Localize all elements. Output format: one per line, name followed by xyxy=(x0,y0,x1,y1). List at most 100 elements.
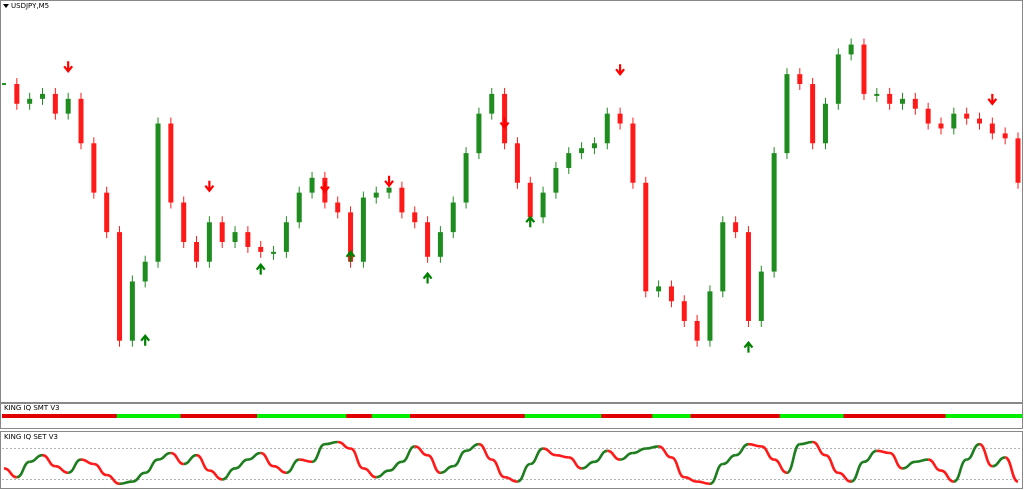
signal-arrow xyxy=(499,117,510,130)
oscillator-segment xyxy=(915,458,929,464)
candle xyxy=(309,177,315,193)
signal-segment xyxy=(333,414,347,418)
candle xyxy=(348,212,354,262)
candle xyxy=(258,246,264,252)
signal-arrow xyxy=(743,340,754,353)
price-panel xyxy=(0,0,1023,403)
signal-segment xyxy=(397,414,411,418)
oscillator-segment xyxy=(93,462,107,477)
candle xyxy=(514,143,520,183)
candle xyxy=(335,202,341,213)
oscillator-segment xyxy=(709,462,724,486)
candle xyxy=(489,93,495,114)
candle xyxy=(142,261,148,282)
oscillator-segment xyxy=(504,475,518,483)
indicator-title: KING IQ SMT V3 xyxy=(4,404,60,412)
signal-segment xyxy=(805,414,819,418)
oscillator-segment xyxy=(645,445,659,450)
signal-segment xyxy=(65,414,79,418)
oscillator-segment xyxy=(697,480,710,486)
signal-segment xyxy=(767,414,781,418)
signal-segment xyxy=(461,414,475,418)
signal-segment xyxy=(448,414,462,418)
oscillator-segment xyxy=(992,456,1006,468)
signal-segment xyxy=(856,414,870,418)
oscillator-segment xyxy=(106,473,120,486)
signal-segment xyxy=(869,414,883,418)
oscillator-segment xyxy=(619,451,634,461)
signal-segment xyxy=(614,414,628,418)
signal-segment xyxy=(422,414,436,418)
candle xyxy=(1002,133,1008,139)
oscillator-segment xyxy=(183,453,197,466)
signal-segment xyxy=(830,414,844,418)
oscillator-segment xyxy=(427,453,441,475)
oscillator-segment xyxy=(799,440,813,446)
signal-arrow xyxy=(615,64,625,76)
oscillator-segment xyxy=(684,475,698,483)
candle xyxy=(579,148,585,154)
signal-segment xyxy=(295,414,309,418)
candle xyxy=(78,98,84,144)
candle xyxy=(283,222,289,252)
candle xyxy=(643,182,649,292)
candle xyxy=(835,54,841,104)
oscillator-segment xyxy=(273,464,287,475)
candle xyxy=(720,222,726,292)
oscillator-segment xyxy=(67,458,82,475)
oscillator-segment xyxy=(132,471,146,483)
candle xyxy=(540,192,546,218)
signal-segment xyxy=(754,414,768,418)
oscillator-segment xyxy=(529,447,544,466)
candle xyxy=(117,232,123,341)
oscillator-segment xyxy=(722,453,736,466)
signal-segment xyxy=(665,414,679,418)
candle xyxy=(1015,138,1021,183)
candle xyxy=(694,320,700,341)
candle xyxy=(40,93,46,99)
oscillator-segment xyxy=(401,445,416,464)
candle xyxy=(232,232,238,242)
signal-segment xyxy=(346,414,360,418)
signal-segment xyxy=(524,414,538,418)
signal-segment xyxy=(359,414,373,418)
oscillator-segment xyxy=(966,442,980,461)
oscillator-segment xyxy=(978,442,993,468)
signal-segment xyxy=(257,414,271,418)
oscillator-segment xyxy=(42,453,56,468)
signal-segment xyxy=(971,414,985,418)
oscillator-segment xyxy=(773,458,788,475)
signal-arrow xyxy=(384,175,394,188)
oscillator-segment xyxy=(55,464,69,475)
candle xyxy=(425,222,431,257)
signal-segment xyxy=(244,414,258,418)
signal-segment xyxy=(601,414,615,418)
oscillator-segment xyxy=(760,445,775,461)
oscillator-segment xyxy=(902,460,916,470)
signal-arrow xyxy=(987,93,998,106)
signal-segment xyxy=(282,414,296,418)
signal-segment xyxy=(91,414,105,418)
candle xyxy=(129,281,135,341)
candle xyxy=(91,143,97,193)
oscillator-segment xyxy=(786,442,801,475)
signal-segment xyxy=(40,414,54,418)
candle xyxy=(373,192,379,198)
candle xyxy=(938,123,944,129)
candle xyxy=(989,123,995,134)
signal-segment xyxy=(473,414,487,418)
signal-segment xyxy=(371,414,385,418)
oscillator-segment xyxy=(209,469,223,481)
oscillator-segment xyxy=(80,458,94,466)
candle xyxy=(951,113,957,129)
signal-segment xyxy=(792,414,806,418)
candle xyxy=(219,222,225,242)
signal-arrow xyxy=(525,215,536,228)
candle xyxy=(463,153,469,203)
oscillator-segment xyxy=(376,469,390,479)
candle xyxy=(476,113,482,154)
oscillator-segment xyxy=(568,456,582,470)
dropdown-icon[interactable] xyxy=(3,4,9,8)
oscillator-segment xyxy=(144,458,159,475)
